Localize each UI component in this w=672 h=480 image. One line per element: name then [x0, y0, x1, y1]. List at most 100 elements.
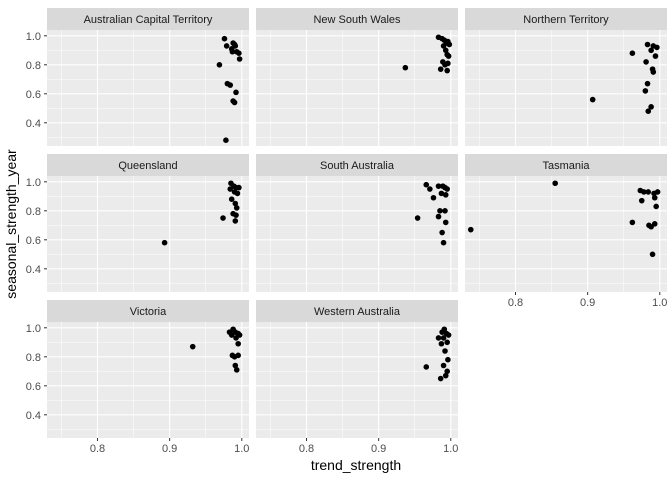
data-point [236, 184, 242, 191]
facet-strip [256, 154, 458, 176]
data-point [236, 50, 242, 56]
facet-strip [47, 154, 249, 176]
data-point [444, 186, 450, 192]
x-tick-label: 1.0 [443, 443, 458, 455]
data-point [233, 212, 239, 218]
facet-panel: Western Australia [256, 300, 458, 438]
panel-background [256, 30, 458, 146]
x-tick-label: 0.9 [580, 297, 595, 309]
facet-panel: Australian Capital Territory [47, 8, 249, 146]
data-point [442, 192, 449, 198]
data-point [648, 104, 654, 110]
data-point [444, 67, 450, 74]
data-point [641, 189, 647, 195]
data-point [232, 362, 239, 369]
data-point [642, 88, 649, 94]
data-point [231, 41, 238, 48]
data-point [228, 332, 235, 338]
facet-panel: Victoria [47, 300, 249, 438]
facet-strip [47, 300, 249, 322]
y-tick-label: 0.6 [26, 235, 41, 247]
x-tick-label: 0.8 [299, 443, 314, 455]
data-point [437, 66, 444, 72]
data-point [441, 326, 448, 333]
data-point [423, 181, 430, 188]
data-point [445, 356, 451, 363]
data-point [651, 194, 658, 201]
panel-background [47, 30, 249, 146]
x-tick-label: 0.8 [508, 297, 523, 309]
x-tick-label: 0.9 [371, 443, 386, 455]
axes: 0.4 0.6 0.8 1.0 0.4 0.6 0.8 1.0 0.8 0.9 1.0 0.4 0.6 0… [26, 31, 668, 455]
data-point [227, 186, 234, 192]
panel-background [47, 176, 249, 292]
data-point [652, 53, 659, 59]
y-tick-label: 0.8 [26, 60, 41, 72]
facet-strip-label: Tasmania [542, 160, 590, 172]
data-point [439, 229, 445, 236]
facet-strip [47, 8, 249, 30]
facet-strip-label: Queensland [118, 160, 177, 172]
data-point [232, 200, 239, 207]
data-point [444, 368, 450, 375]
data-point [229, 48, 236, 55]
data-point [445, 60, 451, 67]
facet-strip-label: South Australia [320, 160, 395, 172]
data-point [654, 189, 661, 195]
data-point [440, 362, 447, 369]
data-point [629, 219, 636, 226]
x-tick-label: 1.0 [234, 443, 249, 455]
data-point [437, 375, 444, 382]
data-point [414, 215, 421, 221]
y-tick-label: 0.4 [26, 118, 41, 130]
panel-background [47, 322, 249, 438]
facet-panel: New South Wales [256, 8, 458, 146]
data-point [589, 96, 596, 103]
data-point [435, 183, 442, 189]
data-point [445, 53, 452, 59]
y-tick-label: 0.4 [26, 410, 41, 422]
facet-strip-label: New South Wales [313, 14, 401, 26]
data-point [430, 194, 437, 201]
x-tick-label: 1.0 [652, 297, 667, 309]
data-point [402, 64, 409, 71]
facet-panel: Tasmania [465, 154, 667, 292]
y-tick-label: 0.6 [26, 89, 41, 101]
facet-strip [256, 8, 458, 30]
data-point [467, 226, 474, 233]
facet-panels: Australian Capital Territory New South Wa… [47, 8, 667, 438]
data-point [442, 372, 449, 379]
data-point [231, 99, 238, 106]
data-point [650, 69, 657, 75]
data-point [446, 41, 453, 48]
y-tick-label: 0.8 [26, 206, 41, 218]
x-axis-title: trend_strength [311, 457, 401, 473]
data-point [228, 196, 235, 202]
panel-background [465, 30, 667, 146]
data-point [220, 215, 226, 221]
facet-strip-label: Northern Territory [523, 14, 609, 26]
data-point [189, 343, 196, 350]
data-point [629, 50, 636, 56]
data-point [442, 208, 448, 214]
data-point [644, 41, 651, 48]
data-point [227, 82, 234, 88]
data-point [651, 221, 658, 227]
data-point [440, 43, 447, 49]
data-point [435, 335, 442, 341]
data-point [645, 189, 652, 195]
y-tick-label: 1.0 [26, 31, 41, 43]
data-point [236, 56, 243, 62]
data-point [654, 44, 660, 51]
y-tick-label: 0.6 [26, 381, 41, 393]
y-tick-label: 1.0 [26, 177, 41, 189]
y-axis-title: seasonal_strength_year [3, 149, 19, 299]
data-point [232, 218, 239, 224]
data-point [638, 197, 645, 204]
data-point [216, 62, 223, 68]
data-point [437, 208, 443, 214]
data-point [440, 335, 447, 341]
facet-strip [256, 300, 458, 322]
data-point [427, 186, 433, 192]
